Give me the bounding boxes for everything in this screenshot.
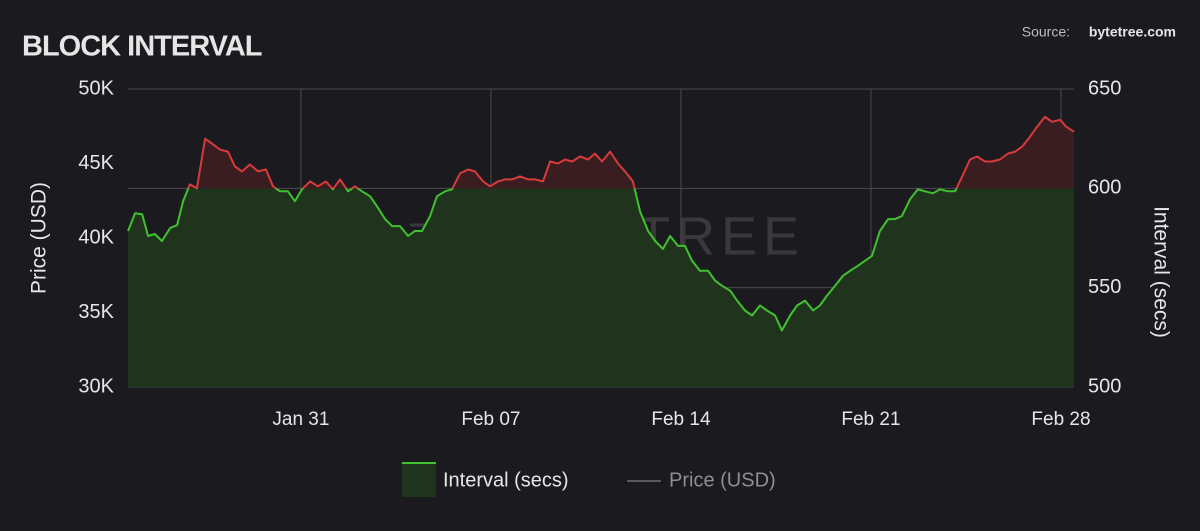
- legend-swatch: [402, 463, 436, 497]
- source-label: Source:: [1022, 24, 1070, 40]
- y-tick-label: 40K: [78, 226, 114, 248]
- source-name: bytetree.com: [1089, 24, 1176, 40]
- y2-tick-label: 550: [1088, 276, 1121, 298]
- x-tick-label: Feb 21: [841, 409, 900, 430]
- y-tick-label: 50K: [78, 77, 114, 99]
- y-tick-label: 35K: [78, 301, 114, 323]
- interval-line: [127, 115, 1075, 332]
- y2-tick-label: 500: [1088, 375, 1121, 397]
- y-axis-title: Price (USD): [28, 182, 51, 294]
- legend-label[interactable]: Interval (secs): [443, 469, 569, 491]
- x-tick-label: Feb 14: [651, 409, 711, 430]
- chart-title: BLOCK INTERVAL: [22, 31, 262, 63]
- legend: Interval (secs) Price (USD): [402, 462, 776, 497]
- y-tick-label: 30K: [78, 375, 114, 397]
- legend-label[interactable]: Price (USD): [669, 469, 776, 491]
- y2-tick-label: 650: [1088, 77, 1121, 99]
- x-tick-label: Feb 07: [461, 409, 520, 430]
- y-tick-label: 45K: [78, 152, 114, 174]
- x-tick-label: Jan 31: [272, 409, 329, 430]
- area-fill: [128, 116, 1074, 388]
- data-layer: [127, 115, 1075, 388]
- x-tick-label: Feb 28: [1031, 409, 1090, 430]
- y2-axis-title: Interval (secs): [1149, 206, 1172, 338]
- y2-tick-label: 600: [1088, 177, 1121, 199]
